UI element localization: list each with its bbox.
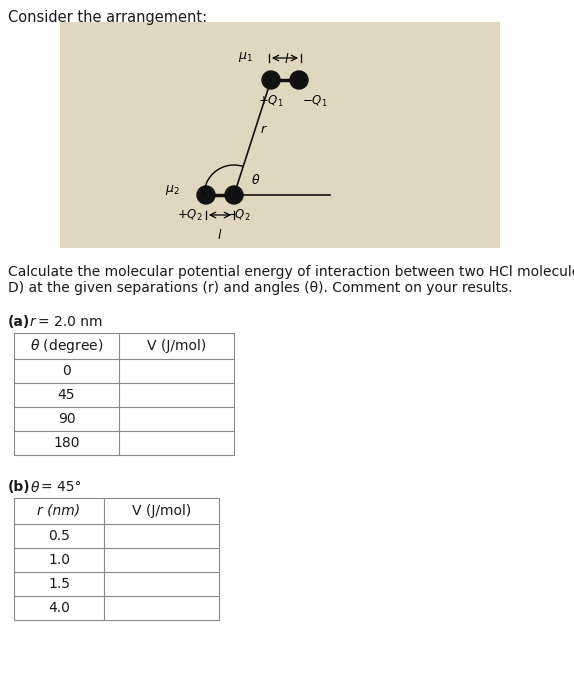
Text: 90: 90 xyxy=(58,412,75,426)
Text: (b): (b) xyxy=(8,480,30,494)
Bar xyxy=(14,498,219,620)
Text: V (J/mol): V (J/mol) xyxy=(132,504,191,518)
Text: $\theta$: $\theta$ xyxy=(30,480,40,495)
Text: $\theta$: $\theta$ xyxy=(251,173,261,187)
Text: (a): (a) xyxy=(8,315,30,329)
Text: 0: 0 xyxy=(62,364,71,378)
Text: 0.5: 0.5 xyxy=(48,529,70,543)
Text: $\mu_2$: $\mu_2$ xyxy=(165,183,180,197)
Text: V (J/mol): V (J/mol) xyxy=(147,339,206,353)
Text: $\theta$ (degree): $\theta$ (degree) xyxy=(30,337,103,355)
Text: $\mu_1$: $\mu_1$ xyxy=(238,50,253,64)
Circle shape xyxy=(290,71,308,89)
Text: $r$: $r$ xyxy=(261,123,268,136)
Text: 180: 180 xyxy=(53,436,80,450)
Text: D) at the given separations (r) and angles (θ). Comment on your results.: D) at the given separations (r) and angl… xyxy=(8,281,513,295)
Text: 1.5: 1.5 xyxy=(48,577,70,591)
Text: 45: 45 xyxy=(58,388,75,402)
Bar xyxy=(60,22,500,248)
Text: $l$: $l$ xyxy=(284,52,290,66)
Text: $+Q_1$: $+Q_1$ xyxy=(258,94,284,109)
Bar xyxy=(14,333,234,455)
Text: 4.0: 4.0 xyxy=(48,601,70,615)
Circle shape xyxy=(197,186,215,204)
Text: 1.0: 1.0 xyxy=(48,553,70,567)
Text: $-Q_1$: $-Q_1$ xyxy=(302,94,328,109)
Circle shape xyxy=(262,71,280,89)
Text: $l$: $l$ xyxy=(218,228,223,242)
Text: Calculate the molecular potential energy of interaction between two HCl molecule: Calculate the molecular potential energy… xyxy=(8,265,574,279)
Text: = 45°: = 45° xyxy=(41,480,82,494)
Circle shape xyxy=(225,186,243,204)
Text: $+Q_2$: $+Q_2$ xyxy=(177,208,203,223)
Text: r: r xyxy=(30,315,36,329)
Text: Consider the arrangement:: Consider the arrangement: xyxy=(8,10,207,25)
Text: = 2.0 nm: = 2.0 nm xyxy=(38,315,103,329)
Text: r (nm): r (nm) xyxy=(37,504,80,518)
Text: $-Q_2$: $-Q_2$ xyxy=(225,208,251,223)
